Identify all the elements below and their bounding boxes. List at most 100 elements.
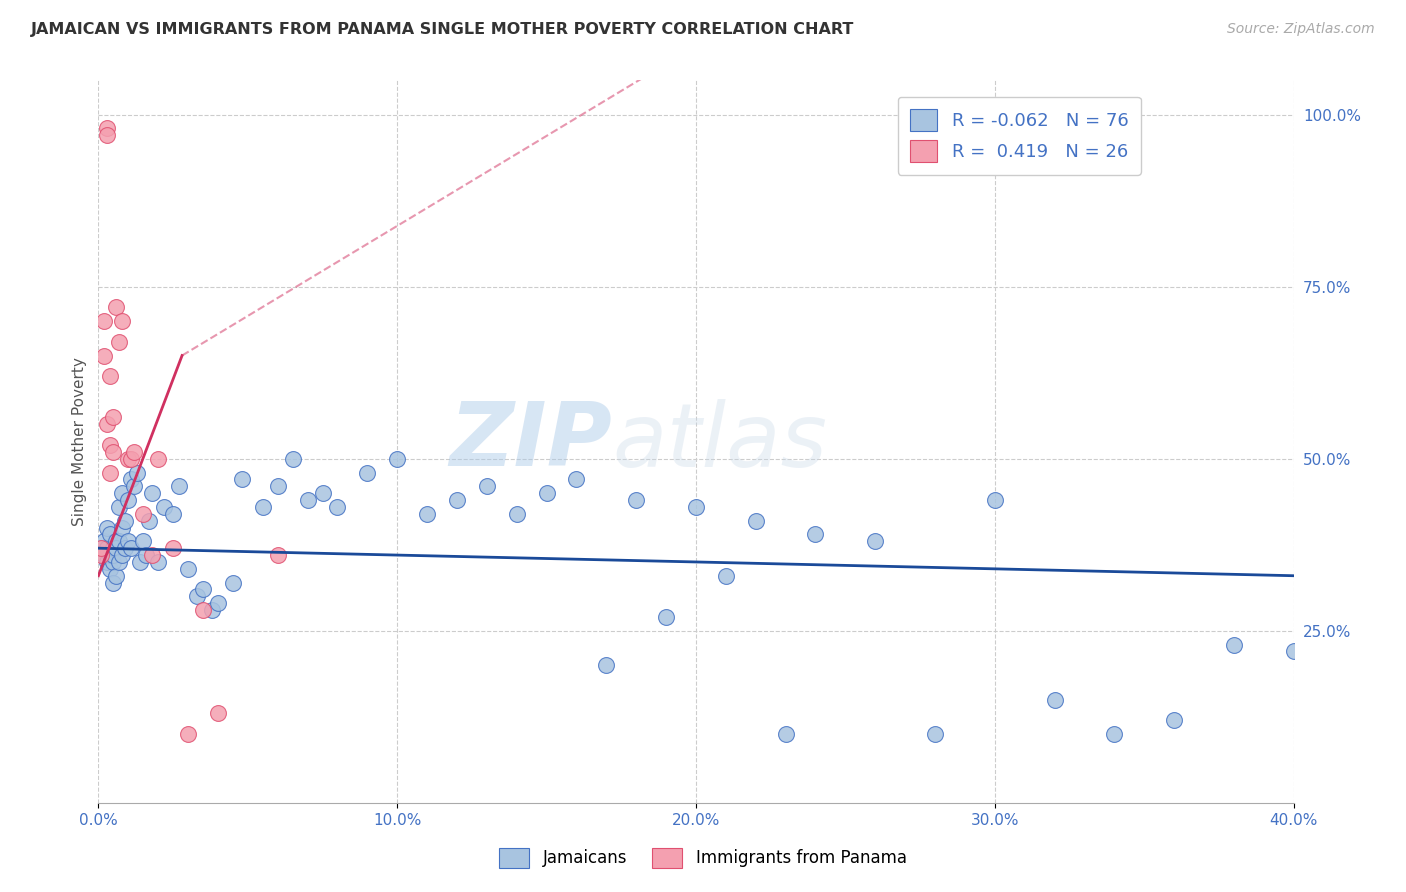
Point <box>311 486 333 500</box>
Point <box>207 706 229 721</box>
Point <box>96 128 118 143</box>
Point <box>326 500 349 514</box>
Point <box>141 486 163 500</box>
Point <box>108 334 131 349</box>
Point <box>714 568 737 582</box>
Point <box>595 658 617 673</box>
Point <box>804 527 827 541</box>
Point <box>536 486 558 500</box>
Point <box>105 541 128 556</box>
Point <box>103 445 125 459</box>
Point <box>124 479 146 493</box>
Point <box>114 541 136 556</box>
Point <box>93 548 115 562</box>
Point <box>132 534 155 549</box>
Point <box>90 541 112 556</box>
Point <box>148 451 170 466</box>
Point <box>114 514 136 528</box>
Point <box>297 493 319 508</box>
Point <box>93 349 115 363</box>
Point <box>252 500 274 514</box>
Point <box>162 541 184 556</box>
Point <box>96 555 118 569</box>
Point <box>105 568 128 582</box>
Text: Source: ZipAtlas.com: Source: ZipAtlas.com <box>1227 22 1375 37</box>
Point <box>96 417 118 432</box>
Point <box>90 541 112 556</box>
Text: ZIP: ZIP <box>450 398 613 485</box>
Point <box>117 493 139 508</box>
Legend: Jamaicans, Immigrants from Panama: Jamaicans, Immigrants from Panama <box>492 841 914 875</box>
Point <box>120 541 142 556</box>
Point <box>167 479 190 493</box>
Text: atlas: atlas <box>613 399 827 484</box>
Point <box>108 500 131 514</box>
Point <box>924 727 946 741</box>
Text: JAMAICAN VS IMMIGRANTS FROM PANAMA SINGLE MOTHER POVERTY CORRELATION CHART: JAMAICAN VS IMMIGRANTS FROM PANAMA SINGL… <box>31 22 855 37</box>
Point <box>626 493 648 508</box>
Point <box>191 582 214 597</box>
Point <box>117 534 139 549</box>
Point <box>111 520 134 534</box>
Point <box>186 590 208 604</box>
Point <box>177 562 200 576</box>
Point <box>475 479 498 493</box>
Point <box>98 562 122 576</box>
Point <box>281 451 304 466</box>
Point <box>98 466 122 480</box>
Point <box>103 575 125 590</box>
Point <box>96 541 118 556</box>
Point <box>231 472 253 486</box>
Point <box>1104 727 1126 741</box>
Point <box>446 493 468 508</box>
Point <box>775 727 797 741</box>
Point <box>655 610 678 624</box>
Point <box>148 555 170 569</box>
Point <box>267 548 290 562</box>
Point <box>506 507 529 521</box>
Point <box>103 541 125 556</box>
Point <box>865 534 887 549</box>
Point <box>1282 644 1305 658</box>
Point <box>90 548 112 562</box>
Point <box>98 548 122 562</box>
Point <box>135 548 157 562</box>
Point <box>103 410 125 425</box>
Point <box>124 445 146 459</box>
Legend: R = -0.062   N = 76, R =  0.419   N = 26: R = -0.062 N = 76, R = 0.419 N = 26 <box>897 96 1142 175</box>
Point <box>201 603 224 617</box>
Point <box>111 486 134 500</box>
Y-axis label: Single Mother Poverty: Single Mother Poverty <box>72 357 87 526</box>
Point <box>162 507 184 521</box>
Point <box>93 314 115 328</box>
Point <box>105 534 128 549</box>
Point <box>129 555 152 569</box>
Point <box>267 479 290 493</box>
Point <box>105 301 128 315</box>
Point <box>207 596 229 610</box>
Point <box>1043 692 1066 706</box>
Point <box>108 555 131 569</box>
Point <box>98 438 122 452</box>
Point <box>385 451 409 466</box>
Point <box>103 548 125 562</box>
Point <box>745 514 768 528</box>
Point <box>1163 713 1185 727</box>
Point <box>103 555 125 569</box>
Point <box>93 534 115 549</box>
Point <box>132 507 155 521</box>
Point <box>96 520 118 534</box>
Point <box>356 466 378 480</box>
Point <box>984 493 1007 508</box>
Point <box>177 727 200 741</box>
Point <box>141 548 163 562</box>
Point <box>222 575 245 590</box>
Point <box>191 603 214 617</box>
Point <box>111 548 134 562</box>
Point <box>1223 638 1246 652</box>
Point <box>108 534 131 549</box>
Point <box>685 500 707 514</box>
Point <box>565 472 588 486</box>
Point <box>153 500 176 514</box>
Point <box>138 514 160 528</box>
